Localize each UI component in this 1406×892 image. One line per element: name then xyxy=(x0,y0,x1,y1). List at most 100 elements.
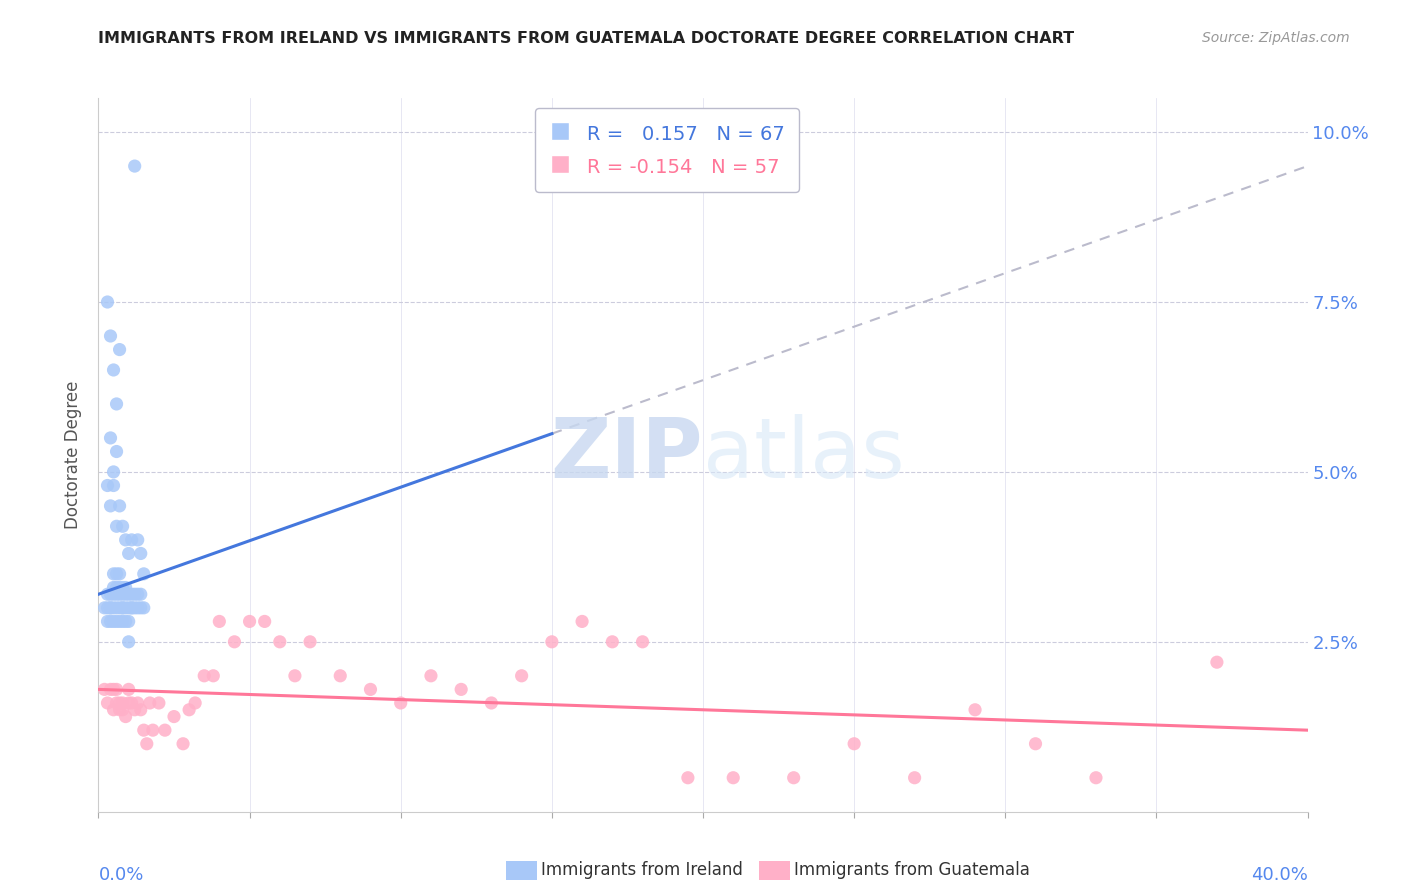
Point xyxy=(108,566,131,581)
Point xyxy=(108,615,131,629)
Point xyxy=(105,566,128,581)
Point xyxy=(139,696,162,710)
Point xyxy=(105,615,128,629)
Point xyxy=(135,737,157,751)
Point xyxy=(148,696,170,710)
Point xyxy=(124,159,146,173)
Point xyxy=(108,703,131,717)
Point xyxy=(103,703,125,717)
Y-axis label: Doctorate Degree: Doctorate Degree xyxy=(65,381,83,529)
Text: ZIP: ZIP xyxy=(551,415,703,495)
Point xyxy=(127,696,149,710)
Point xyxy=(389,696,412,710)
Point xyxy=(108,499,131,513)
Point xyxy=(96,587,118,601)
Point xyxy=(105,519,128,533)
Point xyxy=(111,615,134,629)
Point xyxy=(676,771,699,785)
Point xyxy=(132,723,155,738)
Point xyxy=(96,478,118,492)
Point xyxy=(103,587,125,601)
Point xyxy=(103,615,125,629)
Point xyxy=(127,587,149,601)
Text: Source: ZipAtlas.com: Source: ZipAtlas.com xyxy=(1202,31,1350,45)
Point xyxy=(114,533,136,547)
Point xyxy=(121,533,143,547)
Point xyxy=(96,600,118,615)
Point xyxy=(1085,771,1108,785)
Point xyxy=(100,499,122,513)
Point xyxy=(108,587,131,601)
Point xyxy=(103,566,125,581)
Point xyxy=(114,587,136,601)
Point xyxy=(118,615,141,629)
Point xyxy=(124,703,146,717)
Point xyxy=(111,600,134,615)
Point xyxy=(510,669,533,683)
Point xyxy=(96,295,118,310)
Point xyxy=(602,635,624,649)
Point xyxy=(540,635,562,649)
Point xyxy=(193,669,215,683)
Point xyxy=(103,581,125,595)
Point xyxy=(420,669,443,683)
Point xyxy=(100,682,122,697)
Point xyxy=(100,600,122,615)
Point xyxy=(224,635,246,649)
Point xyxy=(103,478,125,492)
Point xyxy=(965,703,987,717)
Point xyxy=(108,600,131,615)
Point xyxy=(202,669,225,683)
Point xyxy=(179,703,201,717)
Text: Immigrants from Guatemala: Immigrants from Guatemala xyxy=(794,861,1031,879)
Point xyxy=(124,600,146,615)
Point xyxy=(105,682,128,697)
Point xyxy=(118,682,141,697)
Point xyxy=(904,771,927,785)
Point xyxy=(631,635,654,649)
Text: IMMIGRANTS FROM IRELAND VS IMMIGRANTS FROM GUATEMALA DOCTORATE DEGREE CORRELATIO: IMMIGRANTS FROM IRELAND VS IMMIGRANTS FR… xyxy=(98,31,1074,46)
Point xyxy=(142,723,165,738)
Point xyxy=(284,669,307,683)
Point xyxy=(360,682,382,697)
Point xyxy=(105,444,128,458)
Point xyxy=(114,709,136,723)
Point xyxy=(96,696,118,710)
Point xyxy=(129,600,152,615)
Point xyxy=(124,587,146,601)
Point xyxy=(208,615,231,629)
Point xyxy=(121,696,143,710)
Point xyxy=(114,581,136,595)
Point xyxy=(96,615,118,629)
Point xyxy=(118,696,141,710)
Point xyxy=(108,696,131,710)
Point xyxy=(783,771,806,785)
Point xyxy=(1024,737,1046,751)
Point xyxy=(172,737,194,751)
Point xyxy=(111,581,134,595)
Point xyxy=(127,533,149,547)
Point xyxy=(129,703,152,717)
Point xyxy=(100,329,122,343)
Point xyxy=(103,600,125,615)
Legend: R =   0.157   N = 67, R = -0.154   N = 57: R = 0.157 N = 67, R = -0.154 N = 57 xyxy=(534,108,799,193)
Point xyxy=(108,581,131,595)
Text: 40.0%: 40.0% xyxy=(1251,866,1308,884)
Point xyxy=(93,600,115,615)
Point xyxy=(239,615,262,629)
Point xyxy=(723,771,745,785)
Point xyxy=(253,615,276,629)
Point xyxy=(129,546,152,560)
Point xyxy=(153,723,176,738)
Point xyxy=(121,600,143,615)
Point xyxy=(105,581,128,595)
Point xyxy=(114,600,136,615)
Point xyxy=(111,587,134,601)
Point xyxy=(571,615,593,629)
Point xyxy=(111,696,134,710)
Point xyxy=(450,682,472,697)
Point xyxy=(105,397,128,411)
Point xyxy=(105,587,128,601)
Point xyxy=(108,343,131,357)
Point xyxy=(111,703,134,717)
